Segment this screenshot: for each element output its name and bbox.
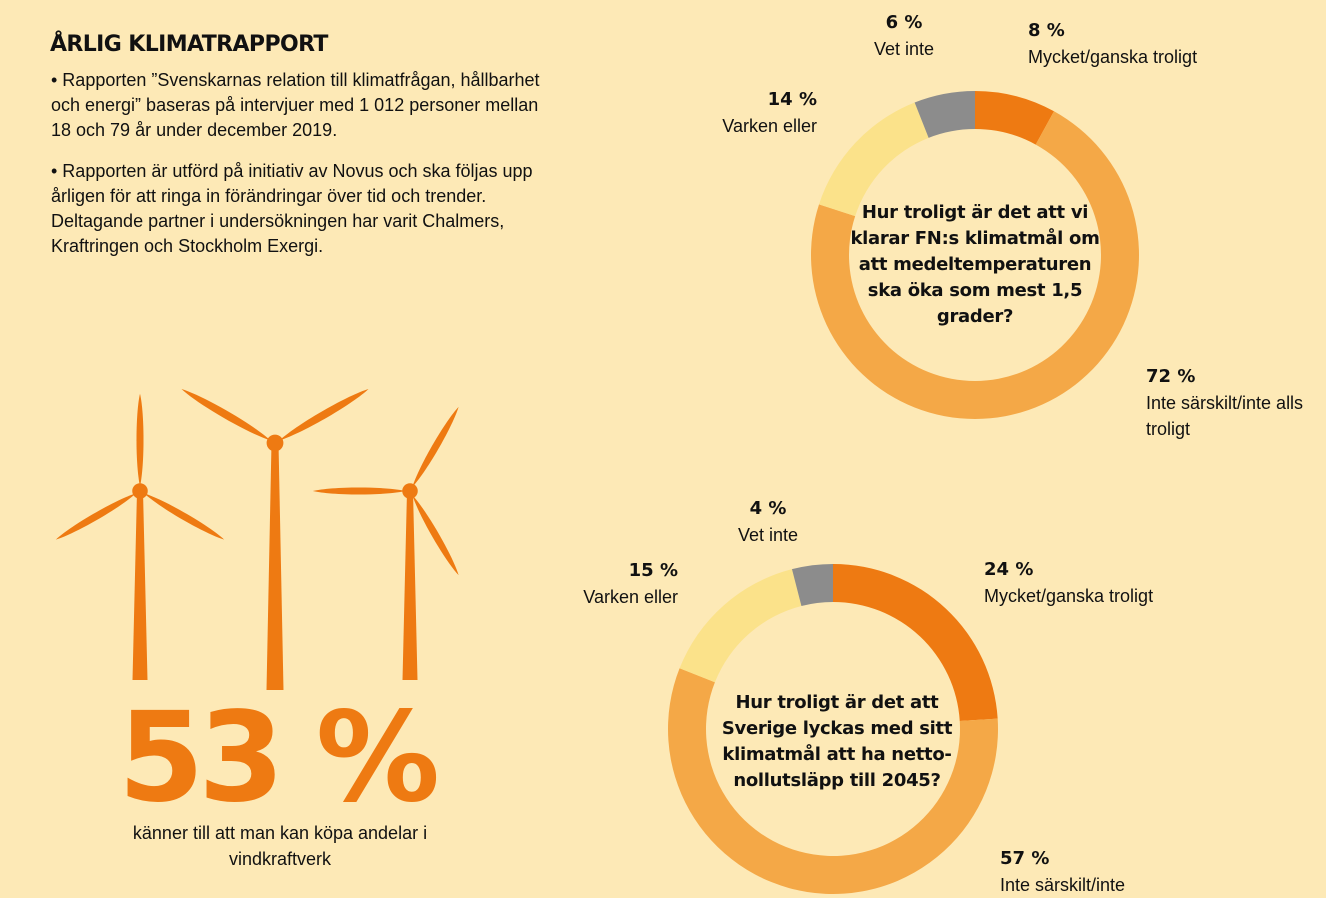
donut-2-slice-dont-know	[791, 564, 833, 606]
donut-2-slice-neither	[679, 569, 802, 683]
highlight-caption: känner till att man kan köpa andelar i v…	[132, 823, 428, 869]
turbine-2-tower	[266, 443, 284, 690]
donut-1-slice-likely	[975, 91, 1055, 145]
donut-2-text-likely: Mycket/ganska troligt	[984, 586, 1154, 606]
report-title: ÅRLIG KLIMATRAPPORT	[50, 32, 328, 57]
donut-1-pct-dont-know: 6 %	[885, 12, 923, 33]
donut-1-label-neither: 14 % Varken eller	[690, 87, 817, 139]
donut-1-label-not-likely: 72 % Inte särskilt/inte alls troligt	[1146, 364, 1316, 442]
donut-2-slice-not-likely	[668, 668, 998, 894]
donut-2-text-dont-know: Vet inte	[737, 525, 799, 545]
wind-turbines-icon	[54, 385, 462, 690]
donut-2-label-likely: 24 % Mycket/ganska troligt	[984, 557, 1153, 609]
donut-2-label-neither: 15 % Varken eller	[555, 558, 678, 610]
donut-2-pct-likely: 24 %	[984, 559, 1034, 580]
donut-1-text-neither: Varken eller	[722, 116, 817, 136]
donut-1-pct-likely: 8 %	[1028, 20, 1065, 41]
donut-2-text-not-likely: Inte särskilt/inte	[1000, 875, 1126, 895]
donut-1-question: Hur troligt är det att vi klarar FN:s kl…	[850, 202, 1100, 327]
turbine-3-hub	[402, 483, 418, 499]
donut-2-pct-neither: 15 %	[628, 560, 678, 581]
report-paragraph-2: • Rapporten är utförd på initiativ av No…	[51, 161, 533, 256]
donut-2-pct-dont-know: 4 %	[749, 498, 787, 519]
turbine-2-hub	[266, 434, 284, 452]
donut-2-text-neither: Varken eller	[583, 587, 678, 607]
donut-1-pct-neither: 14 %	[767, 89, 817, 110]
donut-1-slice-neither	[819, 102, 929, 217]
turbine-1-hub	[132, 483, 148, 499]
donut-2-label-dont-know: 4 % Vet inte	[726, 496, 810, 548]
highlight-percentage: 53 %	[118, 686, 440, 830]
donut-2-question: Hur troligt är det att Sverige lyckas me…	[721, 692, 953, 791]
turbine-3-tower	[402, 491, 418, 680]
donut-1-label-dont-know: 6 % Vet inte	[862, 10, 946, 62]
donut-2-slice-likely	[833, 564, 998, 722]
donut-2-label-not-likely: 57 % Inte särskilt/inte	[1000, 846, 1125, 898]
donut-1-label-likely: 8 % Mycket/ganska troligt	[1028, 18, 1197, 70]
donut-1-slice-dont-know	[914, 91, 975, 138]
donut-1-text-dont-know: Vet inte	[873, 39, 935, 59]
donut-1-pct-not-likely: 72 %	[1146, 366, 1196, 387]
donut-2-pct-not-likely: 57 %	[1000, 848, 1050, 869]
turbine-1-tower	[132, 491, 148, 680]
donut-1-text-likely: Mycket/ganska troligt	[1028, 47, 1198, 67]
donut-1-text-not-likely: Inte särskilt/inte alls troligt	[1146, 393, 1304, 439]
report-paragraph-1: • Rapporten ”Svenskarnas relation till k…	[51, 70, 540, 140]
